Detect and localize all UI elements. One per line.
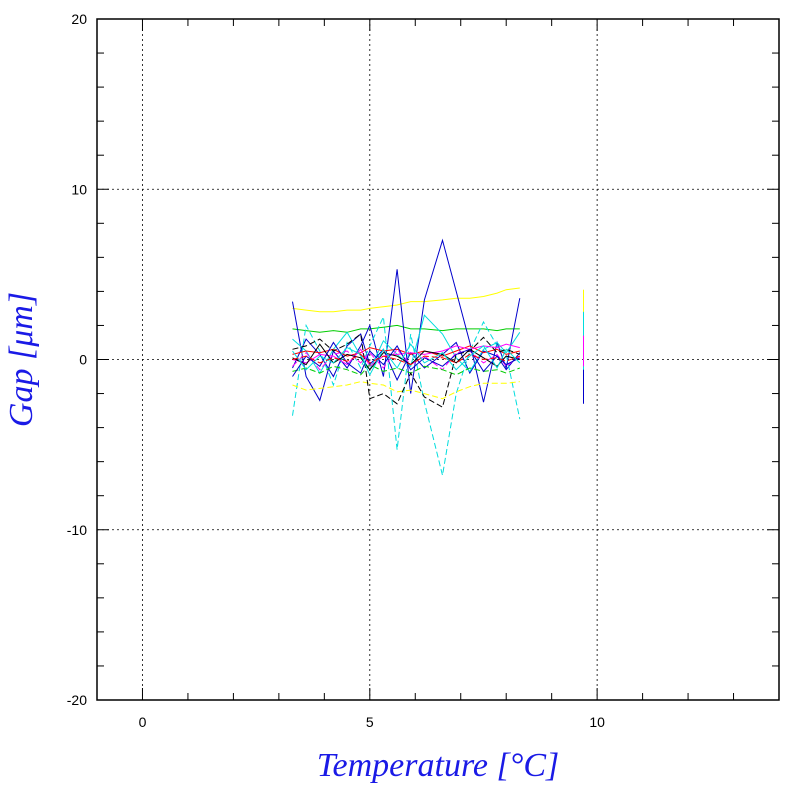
series-line-1	[292, 287, 520, 313]
grid-lines	[97, 19, 779, 700]
series-line-15	[292, 343, 521, 376]
series-line-7	[292, 381, 520, 400]
x-tick-label: 0	[139, 714, 147, 730]
plot-frame	[96, 18, 780, 701]
series-line-14	[292, 341, 521, 377]
series-line-5	[292, 315, 521, 476]
series-line-12	[292, 333, 520, 408]
y-tick-label: 10	[71, 181, 87, 197]
y-axis-title: Gap [μm]	[3, 292, 40, 427]
x-tick-label: 5	[366, 714, 374, 730]
series-group	[292, 238, 584, 476]
series-line-11	[292, 363, 520, 376]
x-axis-title: Temperature [°C]	[317, 747, 560, 784]
x-tick-label: 10	[589, 714, 605, 730]
y-tick-label: -10	[67, 522, 87, 538]
y-tick-label: 20	[71, 11, 87, 27]
series-line-10	[292, 348, 521, 371]
y-tick-label: -20	[67, 692, 87, 708]
tick-labels: 0 5 10 -20 -10 0 10 20	[67, 11, 605, 730]
series-line-16	[292, 353, 520, 366]
series-line-8	[292, 345, 520, 357]
series-line-9	[292, 343, 520, 368]
y-tick-label: 0	[79, 352, 87, 368]
